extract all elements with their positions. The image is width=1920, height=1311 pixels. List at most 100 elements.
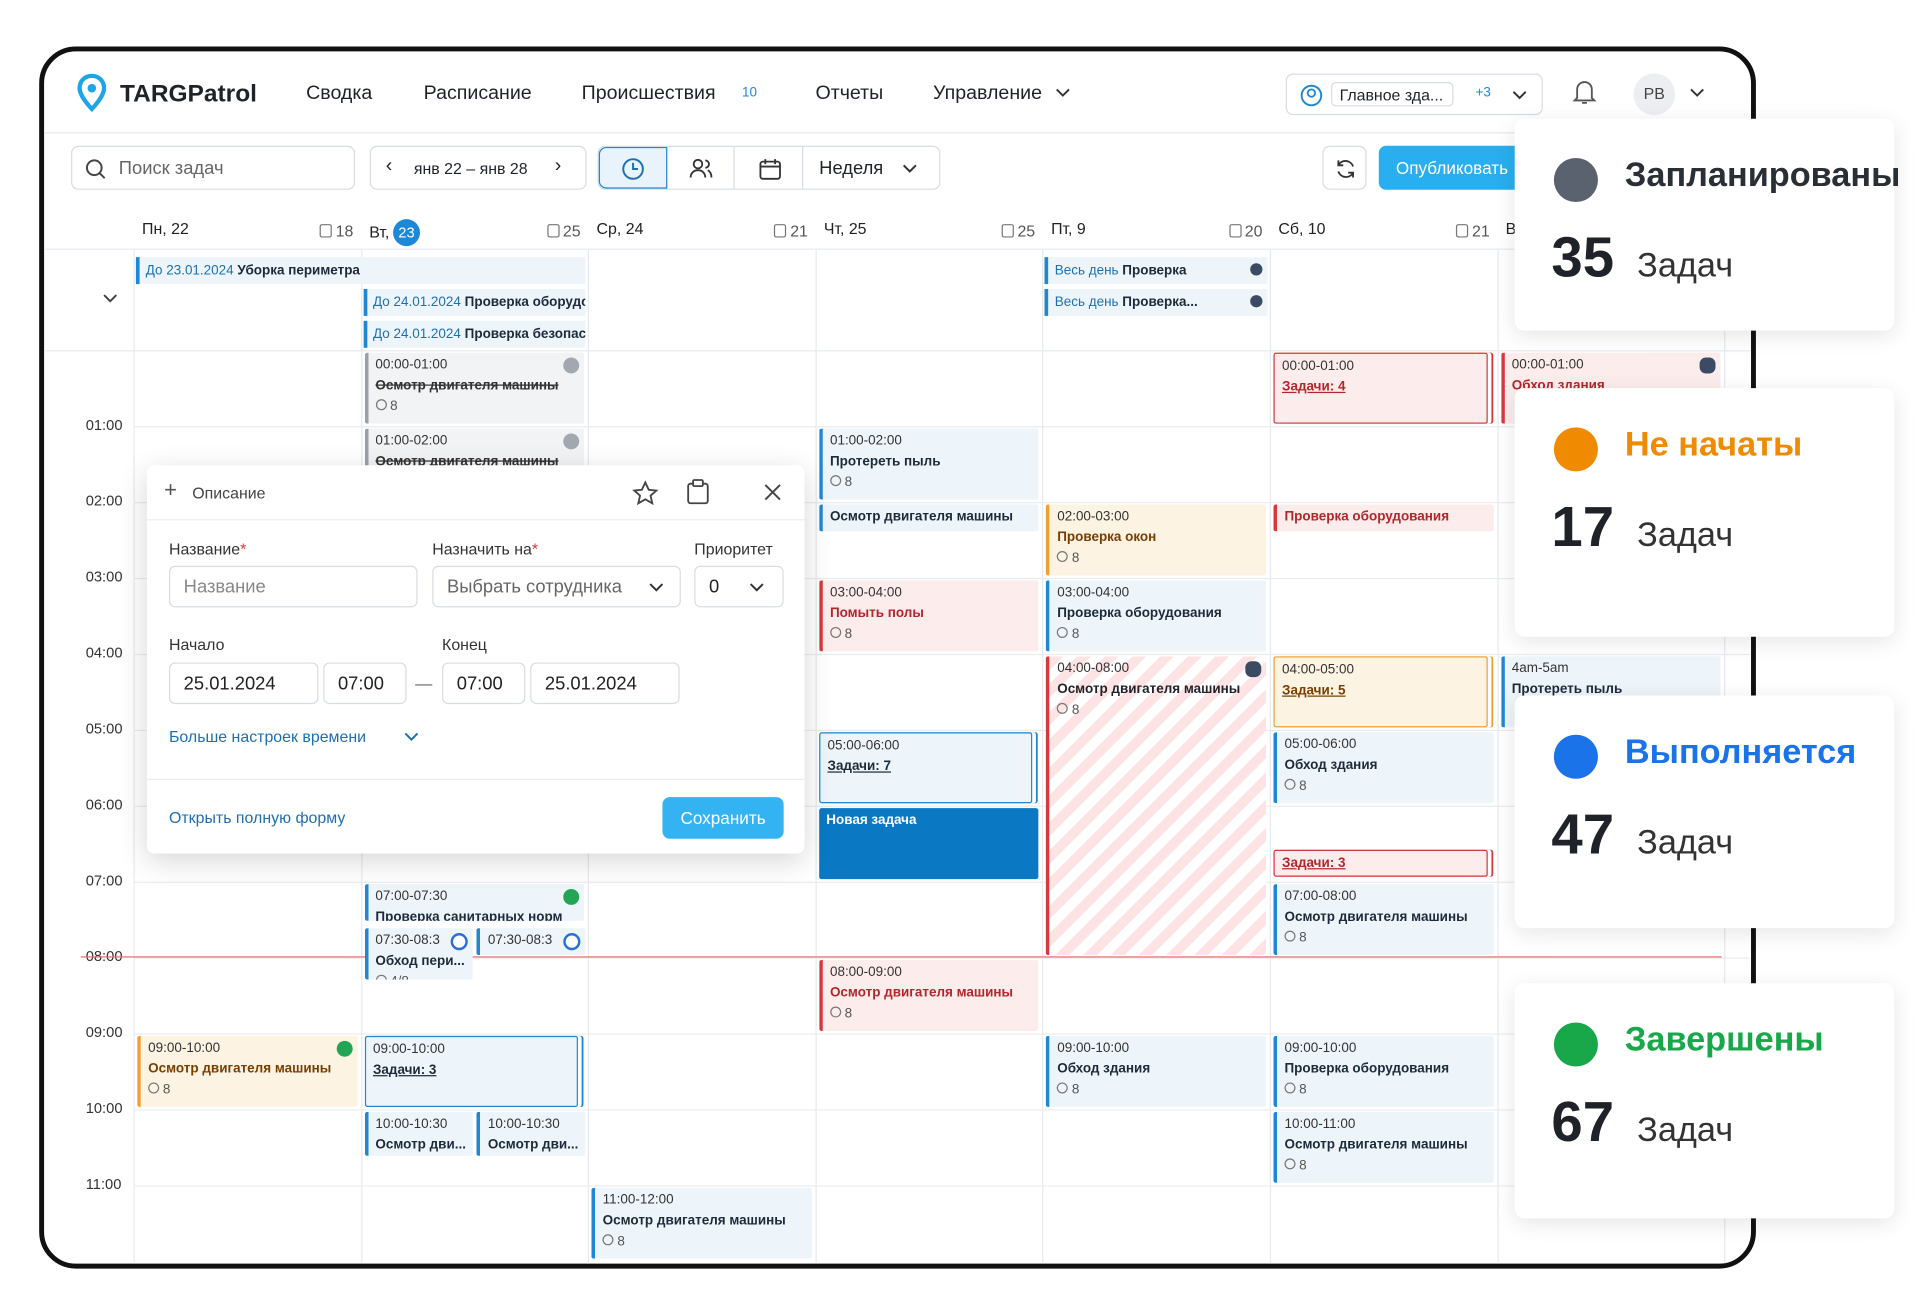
search[interactable]: Поиск задач [71, 145, 356, 190]
priority-select[interactable]: 0 [694, 565, 784, 608]
location-select[interactable]: Главное зда... +3 [1285, 73, 1543, 116]
meta-text: 8 [617, 1234, 625, 1249]
nav-link[interactable]: Отчеты [815, 83, 884, 105]
start-date[interactable]: 25.01.2024 [168, 662, 319, 705]
stat-icon [1553, 734, 1598, 779]
end-date[interactable]: 25.01.2024 [530, 662, 680, 705]
view-name[interactable]: Неделя [819, 157, 884, 179]
nav-link[interactable]: Расписание [423, 83, 532, 105]
hour-line [133, 881, 1750, 883]
today-badge: 23 [393, 219, 420, 247]
event-title: Обход здания [1284, 757, 1378, 773]
star[interactable] [632, 480, 659, 507]
event-time: 11:00-12:00 [602, 1192, 674, 1208]
event: 09:00-10:00 Осмотр двигателя машины 8 [137, 1035, 358, 1107]
allday-title: Проверка безопасности [464, 326, 586, 342]
hour-line [133, 1109, 1750, 1111]
meta-text: 8 [1071, 551, 1080, 566]
stat-title: Не начаты [1624, 424, 1803, 463]
nav-link[interactable]: Происшествия [581, 83, 716, 105]
event: 09:00-10:00 Обход здания 8 [1046, 1035, 1267, 1107]
event-meta: 8 [375, 397, 577, 418]
event-title: Протереть пыль [1511, 682, 1623, 697]
required: * [240, 540, 247, 559]
calendar-icon[interactable] [758, 157, 782, 181]
stat-unit: Задач [1637, 246, 1734, 285]
collapse-allday[interactable] [103, 294, 118, 304]
meta-icon [375, 399, 387, 411]
field-label: Назначить на* [432, 540, 538, 558]
event: 09:00-10:00 Проверка оборудования 8 [1273, 1035, 1494, 1107]
bell[interactable] [1572, 78, 1597, 105]
event: 10:00-10:30 Осмотр дви... [364, 1111, 474, 1157]
save-button[interactable]: Сохранить [662, 797, 784, 839]
stat-count: 67 [1551, 1089, 1615, 1154]
plus: + [164, 477, 177, 503]
meta-icon [1057, 1082, 1069, 1094]
refresh[interactable] [1322, 145, 1367, 190]
avatar[interactable]: РВ [1633, 73, 1676, 116]
time-label: 06:00 [85, 795, 123, 814]
assign-select[interactable]: Выбрать сотрудника [432, 565, 681, 608]
meta-text: 8 [1299, 1158, 1307, 1174]
time-label: 11:00 [85, 1175, 122, 1193]
event-time: 10:00-10:30 [487, 1116, 560, 1132]
chevron [649, 583, 664, 592]
allday-event: До 23.01.2024 Уборка периметра [135, 257, 586, 285]
count-icon [547, 224, 560, 238]
end-time[interactable]: 07:00 [442, 662, 526, 705]
more-time-settings[interactable]: Больше настроек времени [168, 727, 367, 746]
chevron [1512, 91, 1527, 100]
field-label: Название* [169, 540, 246, 558]
event-time: 10:00-10:30 [375, 1116, 448, 1132]
count-text: 25 [1017, 221, 1036, 241]
hour-line [133, 729, 1750, 732]
clipboard[interactable] [686, 479, 710, 506]
event-title: Осмотр двигателя машины [829, 509, 1014, 525]
top-nav: TARGPatrol Сводка Расписание Происшестви… [44, 51, 1752, 134]
event-time: 10:00-11:00 [1284, 1116, 1356, 1132]
nav-link[interactable]: Сводка [306, 83, 373, 105]
meta-icon [829, 1006, 841, 1018]
status-icon [563, 888, 580, 905]
col-line [1497, 249, 1499, 1264]
search-icon [85, 159, 106, 179]
open-full-form[interactable]: Открыть полную форму [168, 808, 346, 827]
meta-text: 4/8 [390, 975, 409, 981]
event-meta: 8 [602, 1232, 805, 1253]
nav-link[interactable]: Управление [933, 83, 1042, 105]
close[interactable] [764, 484, 781, 501]
event: 05:00-06:00 Обход здания 8 [1273, 732, 1494, 804]
count-icon [1001, 224, 1014, 238]
next[interactable]: › [554, 155, 562, 177]
meta-icon [1057, 626, 1069, 638]
meta-text: 8 [844, 1006, 853, 1022]
meta-text: 8 [1299, 778, 1307, 794]
day-name: Чт, 25 [823, 219, 867, 238]
stat-count: 47 [1551, 802, 1615, 866]
event-title: Задачи: 3 [1282, 856, 1346, 871]
people-icon[interactable] [688, 157, 715, 181]
event-time: 04:00-08:00 [1057, 661, 1130, 676]
clock-icon [622, 158, 644, 180]
time-view[interactable] [598, 146, 668, 189]
count-icon [1228, 224, 1242, 238]
event-title: Проверка санитарных норм [375, 909, 563, 921]
event-time: 03:00-04:00 [1057, 585, 1130, 601]
view-switcher: Неделя [597, 145, 941, 190]
event-time: 09:00-10:00 [1284, 1040, 1357, 1056]
badge: 10 [742, 85, 758, 101]
app-window: TARGPatrol Сводка Расписание Происшестви… [39, 46, 1756, 1269]
status-icon [1245, 661, 1262, 678]
stat-count: 17 [1551, 494, 1615, 559]
date-range[interactable]: ‹ янв 22 – янв 28 › [369, 145, 587, 190]
start-time[interactable]: 07:00 [323, 662, 407, 705]
event-title: Протереть пыль [829, 454, 941, 469]
event-title: Осмотр двигателя машины [148, 1061, 332, 1077]
publish-button[interactable]: Опубликовать [1378, 145, 1538, 190]
event: 07:00-07:30 Проверка санитарных норм [364, 884, 585, 921]
prev[interactable]: ‹ [385, 155, 393, 177]
name-input[interactable]: Название [168, 565, 418, 608]
chevron [1056, 88, 1070, 97]
